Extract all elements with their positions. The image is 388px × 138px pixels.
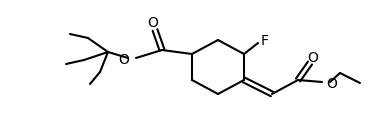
Text: O: O [326,77,337,91]
Text: O: O [118,53,129,67]
Text: O: O [147,16,158,30]
Text: O: O [308,51,319,65]
Text: F: F [261,34,269,48]
